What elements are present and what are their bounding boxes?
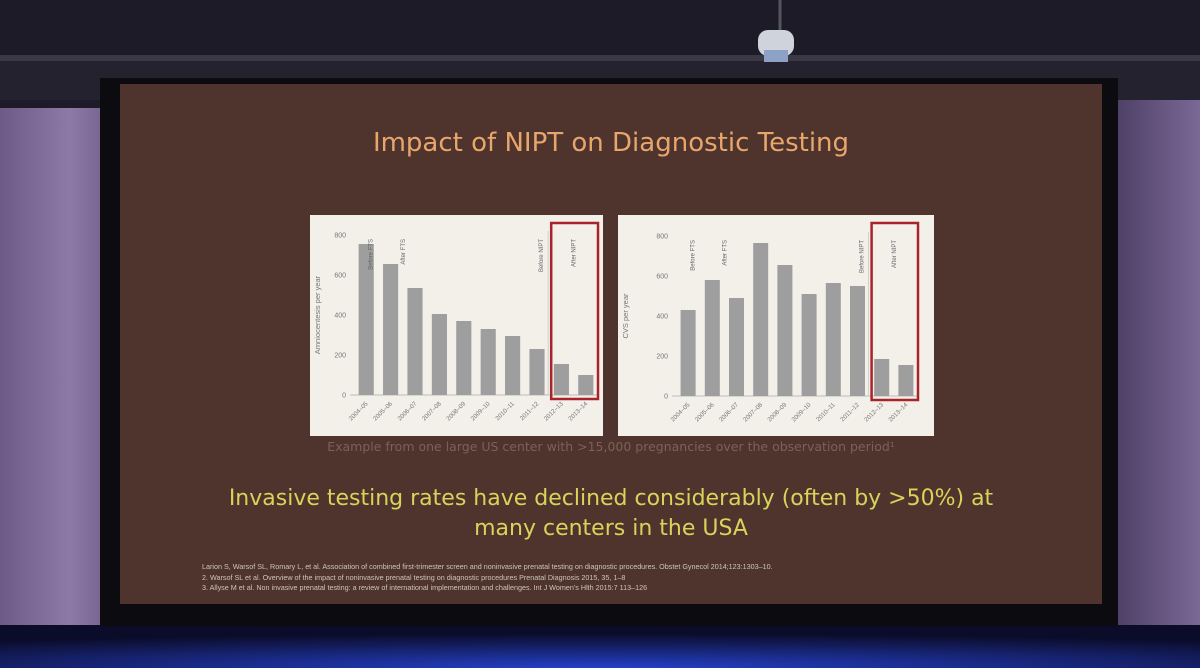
amnio-y-axis-label: Amniocentesis per year	[313, 275, 322, 354]
amnio-annotation-3: After NIPT	[572, 239, 578, 267]
amnio-x-tick-label-1: 2005–06	[372, 400, 394, 422]
right-curtain	[1110, 100, 1200, 668]
amnio-bar-4	[456, 321, 472, 395]
cvs-bar-0	[680, 310, 696, 396]
reference-1: Larion S, Warsof SL, Romary L, et al. As…	[202, 562, 773, 571]
amnio-x-tick-label-5: 2009–10	[470, 400, 492, 422]
amnio-bar-7	[529, 349, 545, 395]
amnio-highlight-box	[549, 221, 600, 401]
reference-2: 2. Warsof SL et al. Overview of the impa…	[202, 572, 626, 582]
amnio-bar-0	[358, 244, 374, 395]
cvs-bar-6	[825, 283, 841, 396]
chart-caption: Example from one large US center with >1…	[327, 439, 895, 454]
reference-3: 3. Allyse M et al. Non invasive prenatal…	[202, 583, 648, 592]
amnio-y-tick-label-4: 800	[334, 233, 346, 240]
cvs-bar-5	[801, 294, 817, 396]
takeaway-line-2: many centers in the USA	[474, 516, 748, 541]
presentation-slide: Impact of NIPT on Diagnostic Testing Amn…	[120, 84, 1102, 604]
amnio-x-tick-label-8: 2012–13	[543, 400, 565, 422]
amnio-annotation-2: Before NIPT	[539, 239, 545, 272]
cvs-bar-3	[753, 243, 769, 396]
amnio-x-tick-label-6: 2010–11	[494, 400, 516, 422]
cvs-x-tick-label-9: 2013–14	[887, 401, 909, 423]
cvs-y-tick-label-2: 400	[656, 314, 668, 321]
ceiling-spotlight	[758, 30, 794, 62]
cvs-x-tick-label-3: 2007–08	[742, 401, 764, 423]
amnio-x-tick-label-2: 2006–07	[396, 400, 418, 422]
cvs-chart: CVS per year 0 200 400 600 800 2004–05 2005–06 2…	[618, 215, 934, 436]
cvs-x-tick-label-8: 2012–13	[863, 401, 885, 423]
amnio-bar-1	[383, 264, 399, 395]
amnio-bar-9	[578, 375, 594, 395]
amnio-bar-3	[431, 314, 447, 395]
cvs-x-tick-label-7: 2011–12	[839, 401, 861, 423]
amnio-bar-8	[553, 364, 569, 395]
cvs-annotation-0: Before FTS	[690, 240, 696, 271]
amnio-y-tick-label-3: 600	[334, 273, 346, 280]
amnio-bar-2	[407, 288, 423, 395]
cvs-x-tick-label-1: 2005–06	[694, 401, 716, 423]
references: Larion S, Warsof SL, Romary L, et al. As…	[202, 562, 922, 594]
amnio-x-tick-label-9: 2013–14	[567, 400, 589, 422]
amnio-y-tick-label-0: 0	[342, 393, 346, 400]
cvs-x-tick-label-0: 2004–05	[670, 401, 692, 423]
cvs-annotation-1: After FTS	[722, 240, 728, 266]
amnio-annotation-1: After FTS	[401, 239, 407, 265]
cvs-x-tick-label-5: 2009–10	[791, 401, 813, 423]
cvs-x-tick-label-6: 2010–11	[815, 401, 837, 423]
amnio-y-tick-label-2: 400	[334, 313, 346, 320]
amnio-y-tick-label-1: 200	[334, 353, 346, 360]
amnio-x-tick-label-4: 2008–09	[445, 400, 467, 422]
amnio-annotation-0: Before FTS	[368, 239, 374, 270]
amnio-bar-5	[480, 329, 496, 395]
slide-title: Impact of NIPT on Diagnostic Testing	[372, 128, 850, 158]
amnio-x-tick-label-7: 2011–12	[519, 400, 541, 422]
amniocentesis-chart: Amniocentesis per year 0 200 400 600 800 2004–…	[310, 215, 603, 436]
amnio-bar-6	[505, 336, 521, 395]
key-takeaway: Invasive testing rates have declined con…	[180, 484, 1042, 544]
stage-lighting	[0, 625, 1200, 668]
amniocentesis-chart-svg: Amniocentesis per year 0 200 400 600 800 2004–…	[313, 221, 600, 422]
cvs-x-tick-label-4: 2008–09	[766, 401, 788, 423]
cvs-y-tick-label-0: 0	[664, 394, 668, 401]
cvs-y-tick-label-3: 600	[656, 274, 668, 281]
cvs-bar-9	[898, 365, 914, 396]
cvs-annotation-3: After NIPT	[892, 240, 898, 268]
cvs-bar-7	[849, 286, 866, 396]
cvs-y-axis-label: CVS per year	[621, 293, 630, 339]
cvs-highlight-box	[870, 221, 920, 402]
cvs-y-tick-label-4: 800	[656, 234, 668, 241]
takeaway-line-1: Invasive testing rates have declined con…	[228, 486, 994, 511]
cvs-bar-1	[704, 280, 720, 396]
amnio-x-tick-label-3: 2007–08	[421, 400, 443, 422]
cvs-x-tick-label-2: 2006–07	[718, 401, 740, 423]
cvs-bar-4	[777, 265, 793, 396]
cvs-annotation-2: Before NIPT	[860, 240, 866, 273]
cvs-y-tick-label-1: 200	[656, 354, 668, 361]
cvs-bar-8	[874, 359, 890, 396]
amnio-x-tick-label-0: 2004–05	[348, 400, 370, 422]
cvs-bar-2	[728, 298, 745, 396]
